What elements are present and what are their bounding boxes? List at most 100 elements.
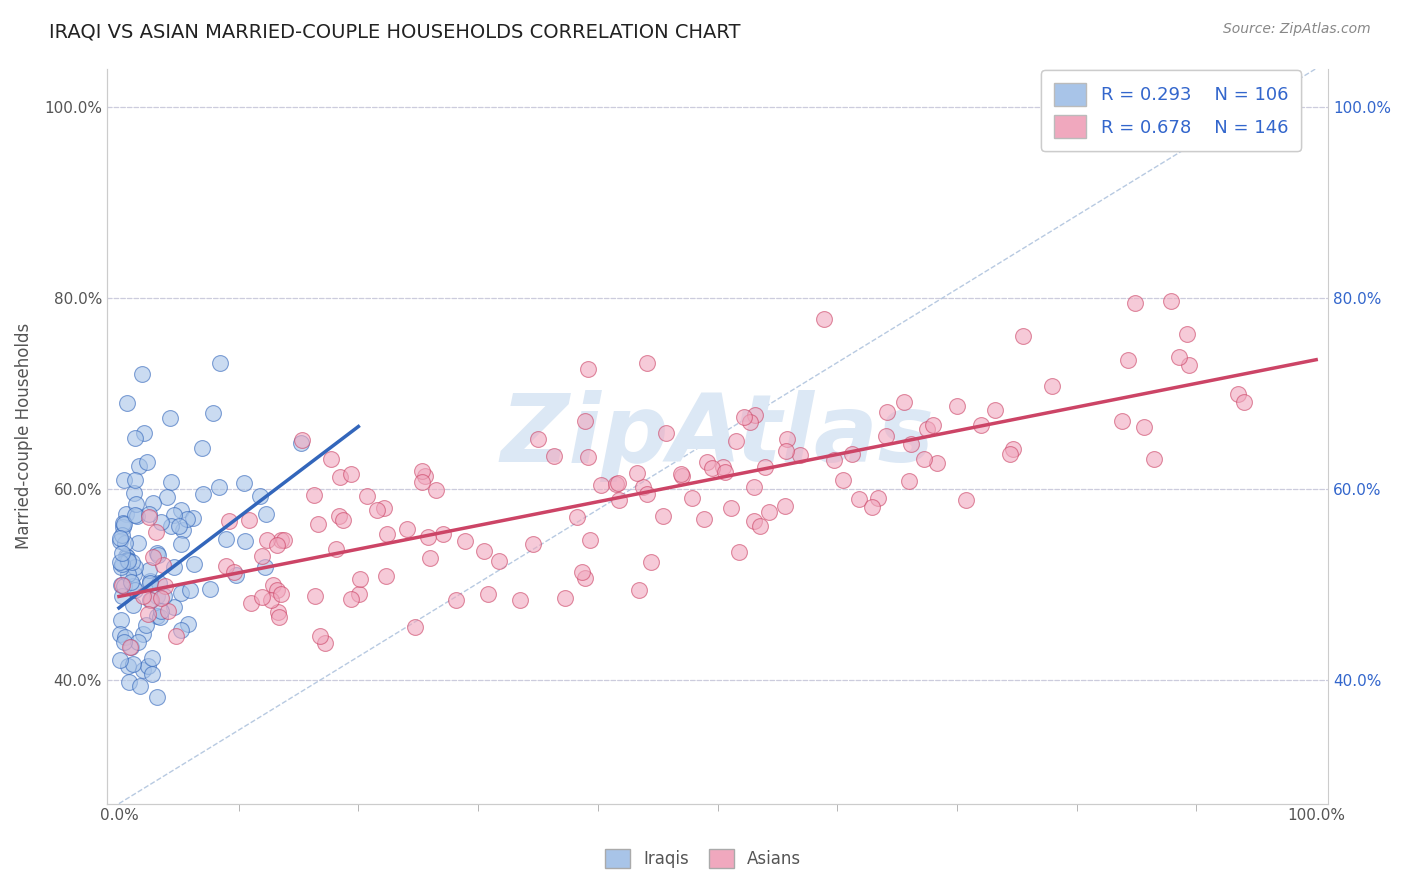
Point [118,675,141,690]
Point [444,593,467,607]
Point [453,534,475,549]
Point [160,519,183,533]
Point [254,559,277,574]
Point [114,631,136,645]
Point [571,565,593,579]
Point [605,477,627,491]
Point [146,589,169,603]
Point [651,509,673,524]
Point [921,418,943,433]
Point [240,596,263,610]
Point [117,659,139,673]
Point [693,512,716,526]
Point [167,519,190,533]
Point [108,555,131,569]
Point [970,417,993,432]
Point [627,583,650,598]
Point [170,537,193,551]
Point [120,574,142,589]
Point [142,496,165,510]
Point [841,447,863,461]
Point [309,629,332,643]
Point [134,425,156,440]
Point [325,541,347,556]
Point [249,490,271,504]
Point [122,566,145,581]
Point [714,465,737,479]
Point [214,559,236,574]
Point [1116,352,1139,367]
Point [266,538,288,552]
Point [775,432,797,446]
Point [640,555,662,569]
Point [181,511,204,525]
Point [256,533,278,547]
Point [831,474,853,488]
Point [124,582,146,597]
Point [696,455,718,469]
Point [148,576,170,591]
Point [579,533,602,548]
Point [135,618,157,632]
Point [574,571,596,585]
Point [170,623,193,637]
Point [110,534,132,549]
Point [636,356,658,370]
Point [141,650,163,665]
Point [114,535,136,549]
Point [477,587,499,601]
Text: ZipAtlas: ZipAtlas [501,390,935,482]
Point [655,425,678,440]
Point [848,491,870,506]
Point [112,579,135,593]
Point [165,629,187,643]
Point [124,473,146,487]
Point [917,422,939,436]
Y-axis label: Married-couple Households: Married-couple Households [15,323,32,549]
Point [527,432,550,446]
Point [1142,452,1164,467]
Point [112,473,135,487]
Point [111,589,134,603]
Point [200,582,222,597]
Point [304,488,326,502]
Point [170,503,193,517]
Point [897,474,920,488]
Point [163,599,186,614]
Point [758,504,780,518]
Point [112,520,135,534]
Point [138,509,160,524]
Point [946,399,969,413]
Point [111,578,134,592]
Point [149,609,172,624]
Point [115,549,138,563]
Point [744,409,766,423]
Point [742,480,765,494]
Point [117,553,139,567]
Point [749,519,772,533]
Point [110,613,132,627]
Point [900,436,922,450]
Point [273,533,295,547]
Point [375,526,398,541]
Point [110,577,132,591]
Point [375,569,398,583]
Point [131,368,153,382]
Point [122,579,145,593]
Point [108,532,131,546]
Point [554,591,576,605]
Point [1175,326,1198,341]
Point [127,509,149,524]
Point [754,460,776,475]
Point [413,468,436,483]
Point [472,544,495,558]
Point [1160,293,1182,308]
Point [132,626,155,640]
Point [823,453,845,467]
Point [522,537,544,551]
Point [773,499,796,513]
Point [1011,329,1033,343]
Point [955,492,977,507]
Point [347,587,370,601]
Point [115,507,138,521]
